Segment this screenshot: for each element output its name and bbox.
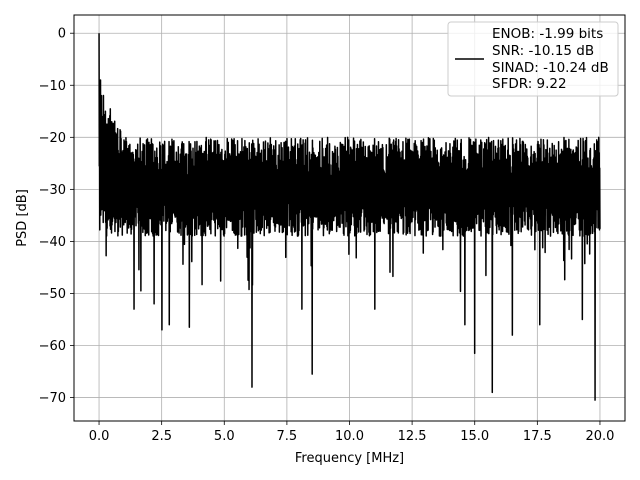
legend-entry-sinad: SINAD: -10.24 dB (492, 60, 609, 76)
y-tick-label: −40 (39, 235, 66, 250)
legend-entry-enob: ENOB: -1.99 bits (492, 26, 603, 42)
psd-series-line (98, 33, 601, 401)
y-tick-label: −60 (39, 339, 66, 354)
x-tick-label: 17.5 (523, 429, 552, 444)
y-tick-label: −30 (39, 183, 66, 198)
legend: ENOB: -1.99 bits SNR: -10.15 dB SINAD: -… (447, 21, 619, 97)
legend-entry-sfdr: SFDR: 9.22 (492, 76, 567, 92)
x-tick-label: 2.5 (151, 429, 172, 444)
x-axis-ticks: 0.0 2.5 5.0 7.5 10.0 12.5 15.0 17.5 20.0 (89, 421, 614, 444)
series-layer (98, 33, 601, 401)
x-tick-label: 5.0 (214, 429, 235, 444)
legend-entry-snr: SNR: -10.15 dB (492, 43, 594, 59)
y-tick-label: −20 (39, 131, 66, 146)
y-axis-label: PSD [dB] (15, 189, 30, 247)
y-tick-label: −70 (39, 391, 66, 406)
y-tick-label: 0 (58, 27, 66, 42)
y-axis-ticks: 0 −10 −20 −30 −40 −50 −60 −70 (39, 27, 74, 406)
x-tick-label: 7.5 (277, 429, 298, 444)
x-tick-label: 12.5 (398, 429, 427, 444)
x-axis-label: Frequency [MHz] (295, 451, 404, 466)
x-tick-label: 20.0 (585, 429, 614, 444)
y-tick-label: −50 (39, 287, 66, 302)
x-tick-label: 10.0 (335, 429, 364, 444)
x-tick-label: 0.0 (89, 429, 110, 444)
y-tick-label: −10 (39, 79, 66, 94)
x-tick-label: 15.0 (460, 429, 489, 444)
legend-box (447, 21, 619, 97)
